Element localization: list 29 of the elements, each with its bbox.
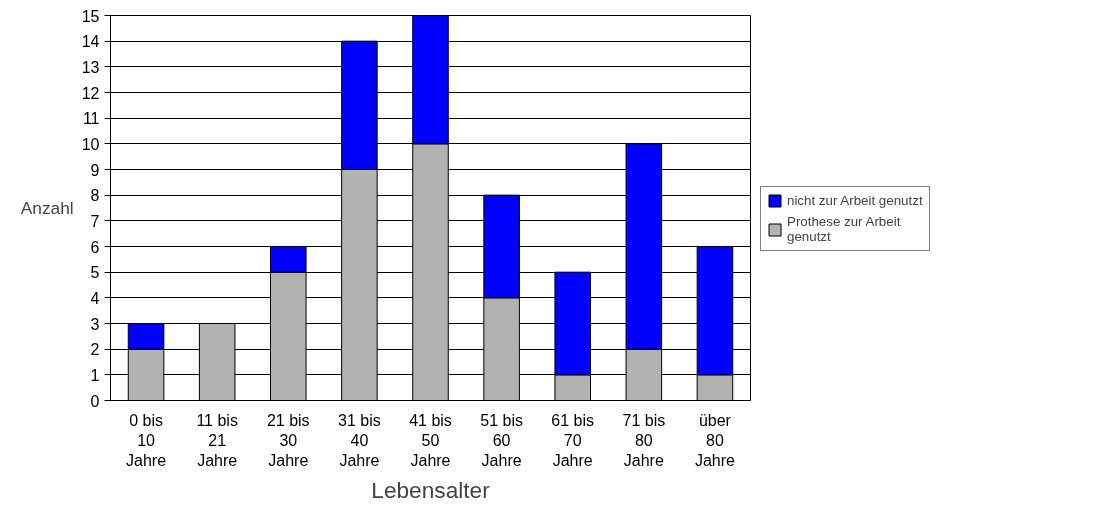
x-tick-label: 11 bis 21 Jahre — [196, 411, 238, 470]
x-tick-label: 21 bis 30 Jahre — [266, 411, 310, 470]
y-tick-label: 6 — [90, 238, 100, 256]
y-tick-label: 8 — [90, 187, 100, 205]
y-tick-label: 4 — [90, 289, 100, 307]
y-tick-label: 10 — [81, 135, 100, 153]
x-tick-label: 0 bis 10 Jahre — [126, 411, 167, 470]
legend-label: nicht zur Arbeit genutzt — [787, 193, 923, 208]
x-tick-label: 71 bis 80 Jahre — [622, 411, 666, 470]
legend-label: Prothese zur Arbeit genutzt — [787, 214, 901, 244]
x-tick-label: 41 bis 50 Jahre — [409, 411, 452, 470]
y-tick-label: 15 — [81, 7, 100, 25]
y-tick-label: 5 — [90, 264, 100, 282]
y-axis-title: Anzahl — [20, 198, 74, 218]
y-tick-label: 3 — [90, 315, 100, 333]
y-tick-label: 13 — [81, 58, 100, 76]
y-tick-label: 7 — [90, 212, 100, 230]
x-tick-label: über 80 Jahre — [694, 411, 736, 470]
y-tick-label: 11 — [82, 110, 100, 128]
x-tick-label: 51 bis 60 Jahre — [480, 411, 523, 470]
y-tick-label: 0 — [90, 392, 100, 410]
x-tick-label: 31 bis 40 Jahre — [338, 411, 381, 470]
y-tick-label: 12 — [81, 84, 100, 102]
y-tick-label: 1 — [90, 366, 100, 384]
x-axis-title: Lebensalter — [371, 477, 491, 504]
x-tick-label: 61 bis 70 Jahre — [551, 411, 595, 470]
y-tick-label: 14 — [81, 33, 100, 51]
y-tick-label: 2 — [90, 341, 100, 359]
y-tick-label: 9 — [90, 161, 100, 179]
